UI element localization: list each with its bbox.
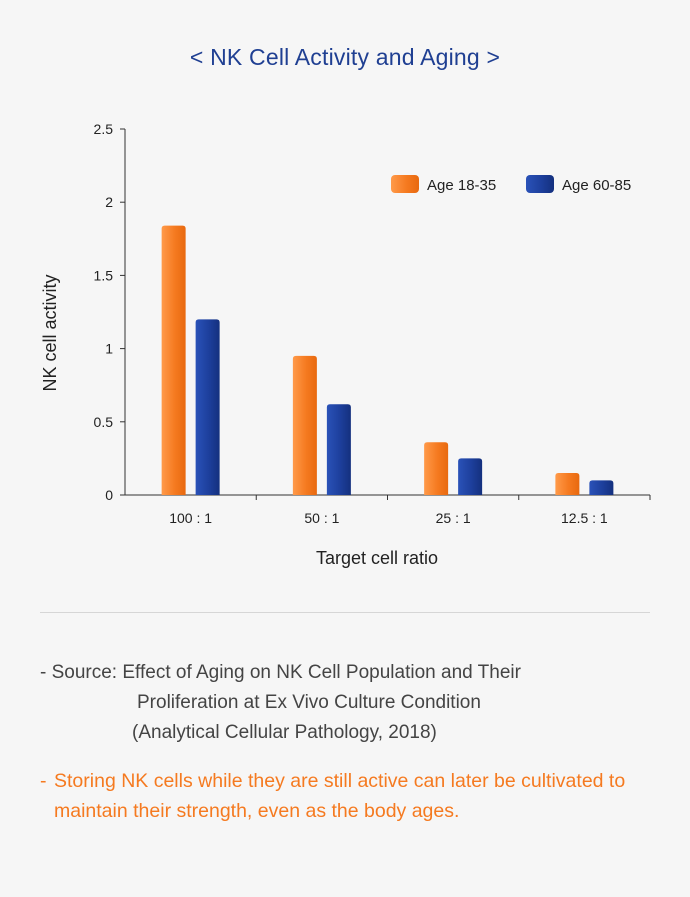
y-tick-label: 0.5	[94, 414, 114, 430]
divider	[40, 612, 650, 613]
bar-age-18-35	[555, 473, 580, 495]
bar-age-60-85	[589, 480, 614, 495]
source-prefix: - Source:	[40, 662, 118, 683]
y-tick-label: 1	[105, 341, 113, 357]
legend-label: Age 18-35	[427, 177, 496, 194]
bar-age-60-85	[195, 319, 220, 495]
bar-age-60-85	[458, 458, 483, 495]
y-tick-label: 2	[105, 194, 113, 210]
note-text: Storing NK cells while they are still ac…	[54, 770, 626, 822]
x-tick-label: 12.5 : 1	[561, 510, 608, 526]
source-journal: (Analytical Cellular Pathology, 2018)	[132, 722, 437, 743]
y-tick-label: 1.5	[94, 267, 114, 283]
x-tick-label: 25 : 1	[436, 510, 471, 526]
note-dash: -	[40, 770, 47, 792]
chart-title: < NK Cell Activity and Aging >	[189, 44, 501, 70]
bar-age-60-85	[326, 404, 351, 495]
legend-swatch	[526, 175, 554, 193]
bar-age-18-35	[292, 355, 317, 495]
x-axis-label: Target cell ratio	[316, 548, 438, 568]
x-tick-label: 100 : 1	[169, 510, 212, 526]
bar-age-18-35	[161, 225, 186, 495]
y-tick-label: 2.5	[94, 121, 114, 137]
legend-label: Age 60-85	[562, 177, 631, 194]
storage-note: - Storing NK cells while they are still …	[40, 766, 640, 826]
y-tick-label: 0	[105, 487, 113, 503]
source-title-line-1: Effect of Aging on NK Cell Population an…	[122, 662, 521, 683]
source-line-1: - Source: Effect of Aging on NK Cell Pop…	[40, 662, 521, 684]
y-axis-label: NK cell activity	[40, 274, 60, 391]
x-tick-label: 50 : 1	[304, 510, 339, 526]
legend-swatch	[391, 175, 419, 193]
source-title-line-2: Proliferation at Ex Vivo Culture Conditi…	[137, 692, 481, 713]
bar-age-18-35	[424, 442, 449, 495]
